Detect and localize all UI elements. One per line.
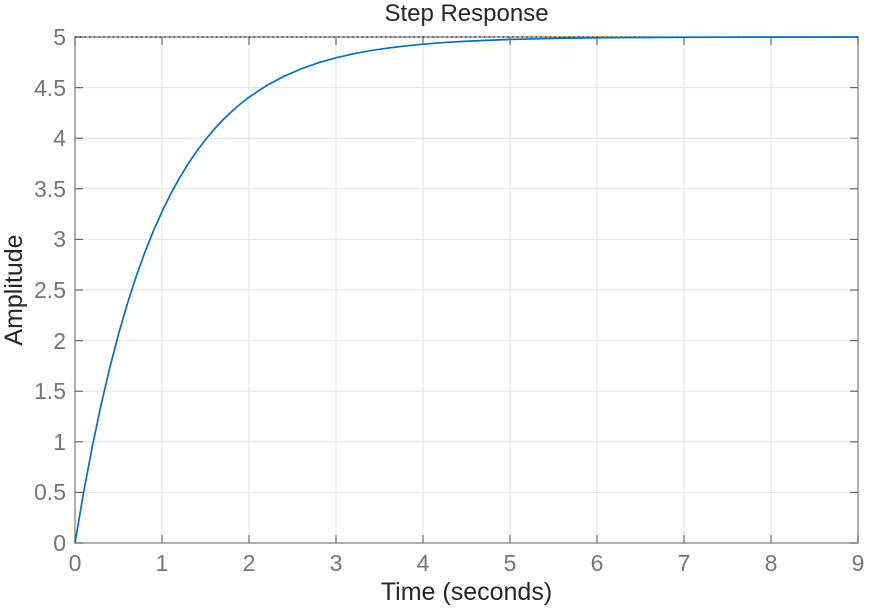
y-tick-label: 0: [53, 530, 66, 556]
y-tick-label: 2: [53, 327, 66, 354]
y-tick-label: 0.5: [34, 479, 66, 506]
x-tick-label: 7: [677, 550, 691, 576]
x-tick-label: 3: [329, 550, 343, 576]
y-tick-label: 5: [53, 24, 66, 50]
y-tick-label: 3.5: [34, 175, 66, 202]
y-tick-label: 3: [53, 226, 66, 253]
y-tick-label: 1.5: [34, 378, 66, 405]
x-tick-label: 8: [764, 550, 778, 576]
step-response-curve: [74, 36, 859, 544]
x-tick-label: 9: [851, 550, 865, 576]
y-tick-label: 1: [53, 428, 66, 455]
x-axis-label: Time (seconds): [380, 578, 553, 606]
y-tick-label: 2.5: [34, 277, 66, 303]
x-tick-label: 0: [68, 550, 82, 576]
x-tick-label: 4: [416, 550, 430, 576]
x-tick-label: 1: [155, 550, 169, 576]
x-tick-label: 2: [242, 550, 256, 576]
chart-title: Step Response: [384, 0, 549, 27]
x-tick-label: 6: [590, 550, 604, 576]
y-tick-label: 4: [53, 125, 66, 152]
x-tick-label: 5: [503, 550, 517, 576]
y-tick-label: 4.5: [34, 74, 66, 101]
